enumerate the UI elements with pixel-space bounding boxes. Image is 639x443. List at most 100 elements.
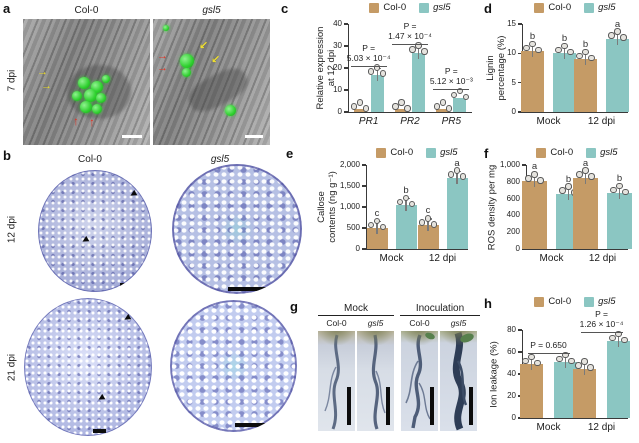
y-tick-label: 10 bbox=[333, 85, 342, 94]
significance-letter: c bbox=[425, 205, 431, 217]
data-point bbox=[379, 223, 387, 231]
p-value-text: P = 0.650 bbox=[530, 339, 567, 350]
legend-label: gsl5 bbox=[600, 147, 618, 158]
data-point bbox=[456, 87, 464, 94]
data-point bbox=[522, 357, 529, 365]
data-point bbox=[535, 46, 542, 54]
bar-Col-0-12 dpi bbox=[573, 177, 598, 249]
data-point bbox=[453, 167, 461, 174]
arrowhead-icon: ▶ bbox=[128, 188, 139, 200]
red-arrow-icon: ↑ bbox=[89, 115, 95, 129]
error-bar bbox=[584, 170, 587, 184]
p-value-text: 5.03 × 10⁻⁴ bbox=[346, 52, 391, 63]
y-tick-mark bbox=[522, 164, 526, 166]
significance-letter: b bbox=[616, 172, 623, 184]
data-point bbox=[575, 362, 582, 369]
bar-gsl5-12 dpi bbox=[607, 192, 632, 249]
chart-panel-c: Col-0 gsl5 Relative expression at 12 dpi 0 10… bbox=[315, 0, 479, 145]
y-tick-label: 15 bbox=[507, 19, 516, 28]
plant-crown bbox=[318, 331, 355, 345]
y-tick-label: 1,000 bbox=[499, 160, 520, 169]
y-tick-mark bbox=[344, 111, 348, 113]
p-value-line bbox=[580, 332, 623, 333]
chart-panel-f: Col-0 gsl5 ROS density per mg 0 200 400 600 800… bbox=[480, 145, 639, 270]
y-tick-label: 2,000 bbox=[339, 160, 360, 169]
root-svg bbox=[405, 334, 431, 429]
y-tick-mark bbox=[518, 111, 522, 113]
scale-bar bbox=[235, 423, 271, 427]
y-axis-label: ROS density per mg bbox=[487, 137, 498, 277]
data-point bbox=[528, 353, 535, 361]
error-bar bbox=[563, 45, 566, 59]
significance-letter: a bbox=[531, 161, 538, 173]
panel-a-col0-title: Col-0 bbox=[74, 5, 99, 16]
data-point bbox=[362, 105, 370, 112]
data-point bbox=[582, 167, 589, 174]
legend-label: gsl5 bbox=[433, 2, 451, 13]
gfp-spot bbox=[72, 91, 82, 101]
error-bar bbox=[564, 354, 567, 368]
legend-item: Col-0 bbox=[534, 296, 571, 307]
gfp-spot bbox=[84, 89, 97, 102]
data-point bbox=[615, 330, 622, 338]
panel-g-inoculation-header: Inoculation bbox=[400, 303, 480, 316]
y-tick-label: 600 bbox=[506, 193, 520, 203]
legend-item: Col-0 bbox=[369, 2, 406, 13]
data-point bbox=[439, 99, 447, 106]
cross-section-col0-21dpi: ▶ ▶ bbox=[24, 298, 152, 436]
data-point bbox=[621, 336, 628, 344]
legend-swatch bbox=[586, 147, 597, 158]
gfp-spot bbox=[182, 68, 191, 77]
y-tick-label: 0 bbox=[355, 244, 360, 253]
panel-a-row-label: 7 dpi bbox=[6, 69, 18, 92]
p-value-text: 5.12 × 10⁻³ bbox=[429, 75, 473, 86]
y-tick-mark bbox=[522, 248, 526, 250]
cross-section-gsl5-21dpi bbox=[170, 300, 297, 432]
scale-bar bbox=[122, 135, 142, 138]
yellow-arrow-icon: → bbox=[41, 80, 52, 92]
data-point bbox=[447, 171, 455, 178]
y-tick-label: 0 bbox=[515, 244, 520, 253]
data-point bbox=[568, 357, 575, 365]
nematode-mass bbox=[183, 62, 253, 118]
legend-label: Col-0 bbox=[550, 147, 574, 158]
plant-crown bbox=[357, 331, 394, 345]
panel-a-gsl5-title: gsl5 bbox=[202, 5, 221, 16]
y-axis-line bbox=[366, 165, 368, 249]
scale-bar bbox=[93, 429, 106, 433]
error-bar bbox=[531, 43, 534, 57]
y-tick-label: 20 bbox=[333, 63, 342, 72]
data-point bbox=[576, 53, 583, 60]
bar-Col-0-PR5 bbox=[436, 109, 450, 112]
legend-label: Col-0 bbox=[383, 2, 407, 13]
y-tick-label: 5 bbox=[511, 77, 516, 87]
panel-b-row-label-21dpi: 21 dpi bbox=[6, 353, 18, 382]
root-svg bbox=[324, 334, 340, 430]
scale-bar bbox=[386, 387, 390, 425]
y-tick-mark bbox=[344, 89, 348, 91]
seedling-inoculation-gsl5 bbox=[440, 331, 477, 431]
panel-h-label: h bbox=[484, 296, 492, 311]
data-point bbox=[608, 32, 615, 39]
error-bar bbox=[617, 334, 620, 347]
bar-gsl5-Mock bbox=[553, 52, 576, 112]
x-category-label: PR2 bbox=[400, 116, 420, 127]
data-point bbox=[445, 105, 453, 112]
p-value-line bbox=[350, 65, 387, 67]
data-point bbox=[392, 103, 399, 110]
y-tick-mark bbox=[518, 329, 522, 331]
x-axis-line bbox=[348, 112, 472, 114]
data-point bbox=[576, 171, 583, 178]
bar-Col-0-12 dpi bbox=[574, 59, 597, 112]
x-axis-line bbox=[366, 249, 468, 251]
legend-label: Col-0 bbox=[548, 2, 572, 13]
x-axis-line bbox=[522, 418, 628, 420]
y-tick-mark bbox=[518, 23, 522, 25]
legend-item: gsl5 bbox=[419, 2, 451, 13]
bar-Col-0-12 dpi bbox=[417, 225, 439, 249]
y-tick-label: 0 bbox=[511, 413, 516, 422]
y-tick-label: 0 bbox=[337, 107, 342, 116]
data-point bbox=[462, 93, 470, 100]
p-value-line bbox=[527, 352, 570, 354]
bar-Col-0-Mock bbox=[520, 364, 543, 418]
